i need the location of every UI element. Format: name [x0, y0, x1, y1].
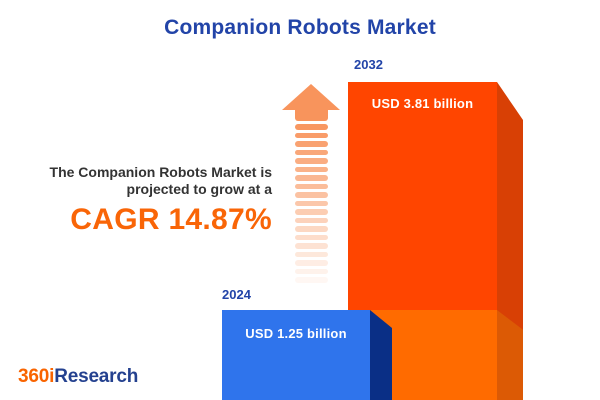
- bar-2024-year-label: 2024: [222, 287, 251, 302]
- arrow-stripe: [295, 192, 328, 198]
- brand-logo-prefix: 360i: [18, 366, 55, 387]
- bar-2032: USD 3.81 billion: [348, 82, 523, 400]
- arrow-stripe: [295, 149, 328, 155]
- arrow-stripe: [295, 251, 328, 257]
- arrow-stripe: [295, 226, 328, 232]
- brand-logo-suffix: Research: [54, 366, 139, 387]
- arrow-stripe: [295, 217, 328, 223]
- arrow-stem: [295, 108, 328, 121]
- brand-logo: 360iResearch: [18, 366, 138, 388]
- bar-2032-face-upper: [348, 82, 497, 310]
- bar-2024-value-label: USD 1.25 billion: [245, 326, 347, 341]
- page-title: Companion Robots Market: [164, 16, 436, 39]
- arrow-stripe: [295, 132, 328, 138]
- bar-2024-face: [222, 310, 370, 400]
- cagr-value: CAGR 14.87%: [70, 203, 272, 237]
- arrow-stripe: [295, 158, 328, 164]
- bar-2032-value-label: USD 3.81 billion: [371, 96, 474, 111]
- description-line-1: The Companion Robots Market is: [49, 164, 272, 180]
- arrow-stripe: [295, 243, 328, 249]
- arrow-stripe: [295, 277, 328, 283]
- bar-2024: USD 1.25 billion: [222, 310, 392, 400]
- arrow-stripe: [295, 175, 328, 181]
- description-block: The Companion Robots Market is projected…: [0, 164, 272, 237]
- arrow-stripe: [295, 209, 328, 215]
- arrow-stripe: [295, 200, 328, 206]
- arrow-stripe: [295, 166, 328, 172]
- arrow-stripe: [295, 141, 328, 147]
- arrow-stripes: [295, 124, 328, 283]
- bar-2024-side: [370, 310, 392, 400]
- bar-2032-year-label: 2032: [354, 57, 383, 72]
- arrow-stripe: [295, 183, 328, 189]
- description-line-2: projected to grow at a: [126, 181, 272, 198]
- arrow-stripe: [295, 268, 328, 274]
- arrow-head-icon: [282, 84, 340, 110]
- arrow-stripe: [295, 234, 328, 240]
- arrow-stripe: [295, 124, 328, 130]
- arrow-stripe: [295, 260, 328, 266]
